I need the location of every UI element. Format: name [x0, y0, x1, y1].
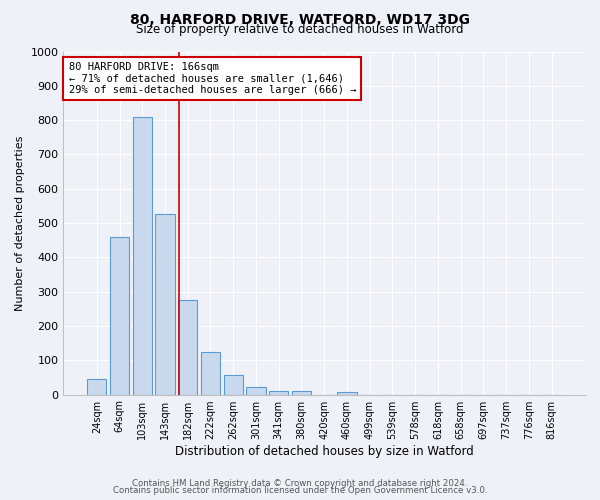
- Bar: [292, 391, 311, 394]
- Y-axis label: Number of detached properties: Number of detached properties: [15, 136, 25, 310]
- Text: Size of property relative to detached houses in Watford: Size of property relative to detached ho…: [136, 22, 464, 36]
- Bar: [337, 392, 356, 394]
- Bar: [224, 374, 243, 394]
- Bar: [87, 379, 106, 394]
- Bar: [247, 387, 266, 394]
- Bar: [178, 300, 197, 394]
- Text: Contains public sector information licensed under the Open Government Licence v3: Contains public sector information licen…: [113, 486, 487, 495]
- Bar: [155, 214, 175, 394]
- Bar: [110, 237, 129, 394]
- X-axis label: Distribution of detached houses by size in Watford: Distribution of detached houses by size …: [175, 444, 473, 458]
- Bar: [201, 352, 220, 395]
- Bar: [133, 116, 152, 394]
- Text: 80 HARFORD DRIVE: 166sqm
← 71% of detached houses are smaller (1,646)
29% of sem: 80 HARFORD DRIVE: 166sqm ← 71% of detach…: [68, 62, 356, 95]
- Bar: [269, 391, 289, 394]
- Text: 80, HARFORD DRIVE, WATFORD, WD17 3DG: 80, HARFORD DRIVE, WATFORD, WD17 3DG: [130, 12, 470, 26]
- Text: Contains HM Land Registry data © Crown copyright and database right 2024.: Contains HM Land Registry data © Crown c…: [132, 478, 468, 488]
